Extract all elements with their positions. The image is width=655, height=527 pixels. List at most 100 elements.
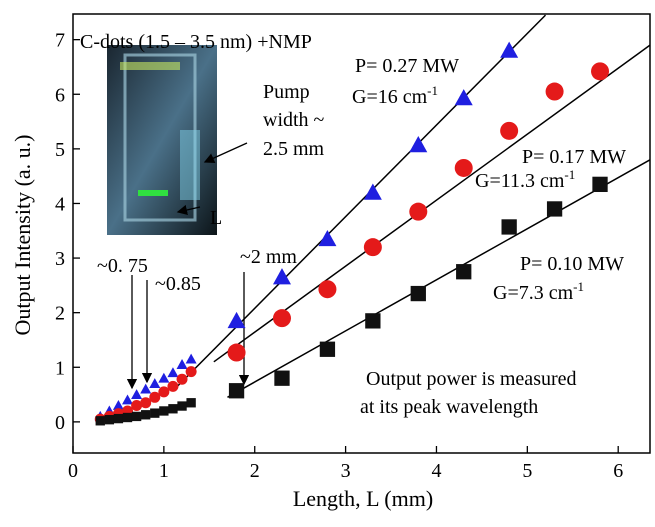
marker <box>274 370 290 386</box>
annotation: G=16 cm-1 <box>352 83 438 108</box>
marker <box>363 238 382 257</box>
x-tick-label: 3 <box>341 460 351 482</box>
marker <box>150 408 160 418</box>
y-tick-label: 7 <box>55 30 65 52</box>
x-tick-label: 2 <box>250 460 260 482</box>
annotation: G=11.3 cm-1 <box>475 167 575 192</box>
annotation: width ~ <box>263 109 325 131</box>
annotation: ~0. 75 <box>97 255 148 277</box>
annotation: G=7.3 cm-1 <box>493 279 584 304</box>
annotation: 2.5 mm <box>263 138 325 160</box>
marker <box>272 309 291 328</box>
marker <box>168 404 178 414</box>
annotation-text: P= 0.27 MW <box>355 55 459 77</box>
annotation-text: G=11.3 cm <box>475 170 565 192</box>
marker <box>112 399 124 410</box>
fit-line <box>172 14 547 392</box>
annotation: P= 0.27 MW <box>355 55 459 77</box>
marker <box>545 82 564 101</box>
x-tick-label: 4 <box>431 460 441 482</box>
marker <box>185 353 197 364</box>
marker <box>227 311 246 329</box>
annotation-text: Pump <box>263 81 310 103</box>
plot-frame <box>72 13 651 454</box>
marker <box>409 202 428 221</box>
marker <box>501 219 517 235</box>
marker <box>228 383 245 399</box>
marker <box>140 397 152 409</box>
marker <box>186 398 196 408</box>
marker <box>122 394 134 405</box>
marker <box>176 359 188 369</box>
marker <box>409 136 428 153</box>
y-tick-label: 4 <box>55 193 65 215</box>
annotation: ~0.85 <box>155 273 201 295</box>
marker <box>185 366 197 378</box>
annotation-text: C-dots (1.5 – 3.5 nm) +NMP <box>80 31 312 53</box>
marker <box>227 343 246 362</box>
marker <box>456 264 472 280</box>
marker <box>141 410 151 420</box>
marker <box>272 268 291 285</box>
marker <box>167 367 179 378</box>
annotation-text: G=16 cm <box>352 86 428 108</box>
annotation: ~2 mm <box>240 246 297 268</box>
marker <box>319 341 336 357</box>
marker <box>591 62 610 81</box>
annotation-text: ~0. 75 <box>97 255 148 277</box>
marker <box>167 380 179 392</box>
annotation-text: at its peak wavelength <box>360 396 538 418</box>
x-tick-label: 0 <box>68 460 78 482</box>
x-tick-label: 1 <box>159 460 169 482</box>
x-axis-label: Length, L (mm) <box>293 486 433 511</box>
annotation-text: 2.5 mm <box>263 138 325 160</box>
annotation: at its peak wavelength <box>360 396 538 418</box>
marker <box>158 372 170 383</box>
annotation: P= 0.10 MW <box>520 253 624 275</box>
marker <box>500 41 519 58</box>
annotation: C-dots (1.5 – 3.5 nm) +NMP <box>80 31 312 53</box>
marker <box>159 406 169 416</box>
marker <box>95 416 105 426</box>
y-tick-label: 6 <box>55 84 65 106</box>
marker <box>454 158 473 177</box>
annotation-superscript: -1 <box>573 279 584 294</box>
annotation-text: width ~ <box>263 109 325 131</box>
annotation: P= 0.17 MW <box>522 146 626 168</box>
inset-photo <box>107 45 217 235</box>
marker <box>365 313 381 329</box>
marker <box>149 378 161 389</box>
annotation-text: P= 0.10 MW <box>520 253 624 275</box>
y-tick-label: 5 <box>55 139 65 161</box>
marker <box>500 121 519 140</box>
marker <box>546 201 563 217</box>
marker <box>454 89 473 106</box>
annotation-text: L <box>210 207 222 229</box>
marker <box>140 383 152 394</box>
annotation-text: ~0.85 <box>155 273 201 295</box>
y-axis-label: Output Intensity (a. u.) <box>10 134 35 335</box>
x-tick-label: 6 <box>613 460 623 482</box>
marker <box>122 412 133 423</box>
annotation-text: ~2 mm <box>240 246 297 268</box>
marker <box>318 229 337 247</box>
annotation-superscript: -1 <box>564 167 575 182</box>
marker <box>318 280 337 299</box>
annotation-text: P= 0.17 MW <box>522 146 626 168</box>
marker <box>149 391 161 403</box>
y-tick-label: 3 <box>55 248 65 270</box>
annotation: Pump <box>263 81 310 103</box>
marker <box>177 401 187 411</box>
marker <box>410 285 426 302</box>
marker <box>158 386 170 398</box>
marker <box>131 411 142 422</box>
annotation: Output power is measured <box>366 368 577 390</box>
fit-line <box>227 159 651 398</box>
marker <box>363 183 382 200</box>
annotation: L <box>210 207 222 229</box>
y-tick-label: 0 <box>55 412 65 434</box>
marker <box>104 415 115 425</box>
y-tick-label: 2 <box>55 303 65 325</box>
fit-line <box>213 44 651 363</box>
